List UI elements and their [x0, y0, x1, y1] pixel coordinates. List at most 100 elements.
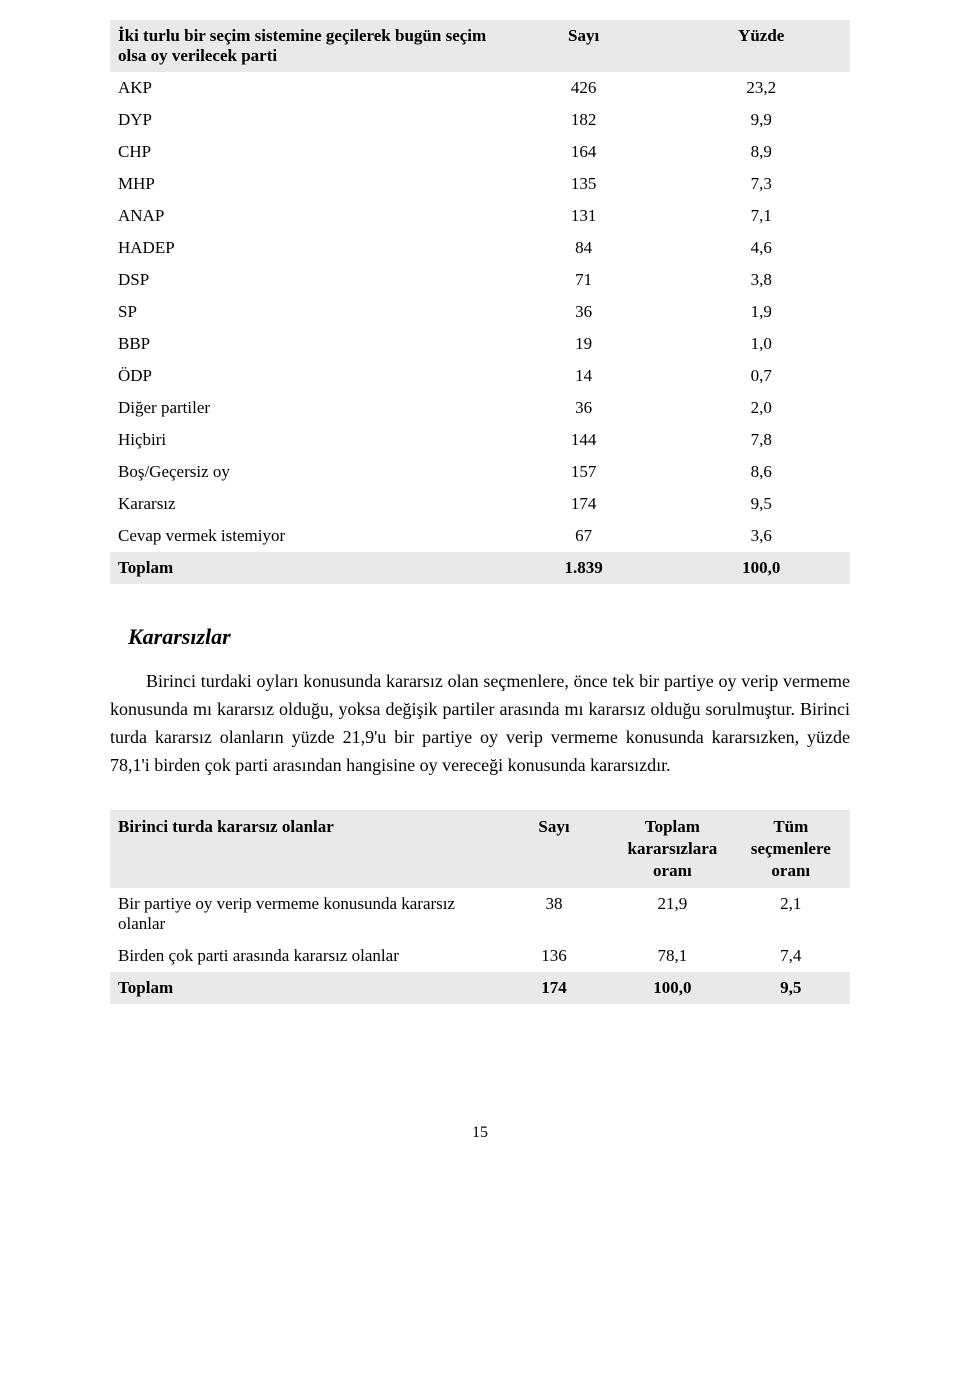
page-container: İki turlu bir seçim sistemine geçilerek … — [0, 0, 960, 1182]
row-label: Boş/Geçersiz oy — [110, 456, 495, 488]
row-count: 135 — [495, 168, 673, 200]
row-label: ANAP — [110, 200, 495, 232]
total-ratio1: 100,0 — [613, 972, 731, 1004]
total-percent: 100,0 — [672, 552, 850, 584]
row-count: 182 — [495, 104, 673, 136]
row-ratio1: 21,9 — [613, 888, 731, 940]
row-label: Kararsız — [110, 488, 495, 520]
table-row: DSP713,8 — [110, 264, 850, 296]
row-label: MHP — [110, 168, 495, 200]
row-percent: 8,9 — [672, 136, 850, 168]
table-row: CHP1648,9 — [110, 136, 850, 168]
row-count: 157 — [495, 456, 673, 488]
row-ratio1: 78,1 — [613, 940, 731, 972]
table-header-percent: Yüzde — [672, 20, 850, 72]
party-vote-table: İki turlu bir seçim sistemine geçilerek … — [110, 20, 850, 584]
table-header-row: Birinci turda kararsız olanlar Sayı Topl… — [110, 810, 850, 888]
row-count: 14 — [495, 360, 673, 392]
row-count: 71 — [495, 264, 673, 296]
table-row: Boş/Geçersiz oy1578,6 — [110, 456, 850, 488]
total-label: Toplam — [110, 972, 495, 1004]
body-paragraph: Birinci turdaki oyları konusunda kararsı… — [110, 668, 850, 780]
total-ratio2: 9,5 — [732, 972, 850, 1004]
row-percent: 3,8 — [672, 264, 850, 296]
table-header-count: Sayı — [495, 20, 673, 72]
row-count: 131 — [495, 200, 673, 232]
row-percent: 23,2 — [672, 72, 850, 104]
total-label: Toplam — [110, 552, 495, 584]
table-row: Kararsız1749,5 — [110, 488, 850, 520]
row-percent: 9,5 — [672, 488, 850, 520]
total-count: 1.839 — [495, 552, 673, 584]
row-percent: 4,6 — [672, 232, 850, 264]
row-label: CHP — [110, 136, 495, 168]
row-count: 164 — [495, 136, 673, 168]
table2-header-ratio1: Toplam kararsızlara oranı — [613, 810, 731, 888]
row-label: SP — [110, 296, 495, 328]
row-percent: 9,9 — [672, 104, 850, 136]
table2-header-ratio2: Tüm seçmenlere oranı — [732, 810, 850, 888]
row-percent: 8,6 — [672, 456, 850, 488]
section-heading-kararsizlar: Kararsızlar — [128, 624, 850, 650]
table-row: SP361,9 — [110, 296, 850, 328]
row-ratio2: 2,1 — [732, 888, 850, 940]
ratio2-line1: Tüm — [773, 817, 808, 836]
row-ratio2: 7,4 — [732, 940, 850, 972]
row-label: ÖDP — [110, 360, 495, 392]
row-label: Cevap vermek istemiyor — [110, 520, 495, 552]
row-percent: 7,3 — [672, 168, 850, 200]
table2-header-count: Sayı — [495, 810, 613, 888]
table-row: Birden çok parti arasında kararsız olanl… — [110, 940, 850, 972]
table-row: MHP1357,3 — [110, 168, 850, 200]
total-row: Toplam1.839100,0 — [110, 552, 850, 584]
total-count: 174 — [495, 972, 613, 1004]
row-count: 38 — [495, 888, 613, 940]
row-count: 67 — [495, 520, 673, 552]
row-count: 19 — [495, 328, 673, 360]
total-row: Toplam174100,09,5 — [110, 972, 850, 1004]
row-percent: 3,6 — [672, 520, 850, 552]
row-count: 174 — [495, 488, 673, 520]
table-row: Cevap vermek istemiyor673,6 — [110, 520, 850, 552]
ratio1-line3: oranı — [653, 861, 692, 880]
row-count: 84 — [495, 232, 673, 264]
row-count: 36 — [495, 392, 673, 424]
table-header-question: İki turlu bir seçim sistemine geçilerek … — [110, 20, 495, 72]
table-row: ÖDP140,7 — [110, 360, 850, 392]
row-percent: 1,9 — [672, 296, 850, 328]
ratio1-line1: Toplam — [645, 817, 700, 836]
table-row: HADEP844,6 — [110, 232, 850, 264]
row-label: Hiçbiri — [110, 424, 495, 456]
row-percent: 7,8 — [672, 424, 850, 456]
undecided-breakdown-table: Birinci turda kararsız olanlar Sayı Topl… — [110, 810, 850, 1004]
table-row: AKP42623,2 — [110, 72, 850, 104]
row-percent: 0,7 — [672, 360, 850, 392]
table-row: ANAP1317,1 — [110, 200, 850, 232]
row-count: 36 — [495, 296, 673, 328]
row-label: AKP — [110, 72, 495, 104]
table2-header-question: Birinci turda kararsız olanlar — [110, 810, 495, 888]
table-row: DYP1829,9 — [110, 104, 850, 136]
row-count: 144 — [495, 424, 673, 456]
page-number: 15 — [110, 1124, 850, 1142]
row-label: DSP — [110, 264, 495, 296]
ratio2-line3: oranı — [771, 861, 810, 880]
row-count: 136 — [495, 940, 613, 972]
ratio2-line2: seçmenlere — [751, 839, 831, 858]
row-label: Bir partiye oy verip vermeme konusunda k… — [110, 888, 495, 940]
row-label: BBP — [110, 328, 495, 360]
table-row: Bir partiye oy verip vermeme konusunda k… — [110, 888, 850, 940]
table-row: Diğer partiler362,0 — [110, 392, 850, 424]
table-header-row: İki turlu bir seçim sistemine geçilerek … — [110, 20, 850, 72]
row-count: 426 — [495, 72, 673, 104]
table-row: Hiçbiri1447,8 — [110, 424, 850, 456]
ratio1-line2: kararsızlara — [628, 839, 718, 858]
table-row: BBP191,0 — [110, 328, 850, 360]
row-percent: 7,1 — [672, 200, 850, 232]
row-label: Birden çok parti arasında kararsız olanl… — [110, 940, 495, 972]
row-percent: 1,0 — [672, 328, 850, 360]
row-label: Diğer partiler — [110, 392, 495, 424]
row-label: HADEP — [110, 232, 495, 264]
row-percent: 2,0 — [672, 392, 850, 424]
row-label: DYP — [110, 104, 495, 136]
